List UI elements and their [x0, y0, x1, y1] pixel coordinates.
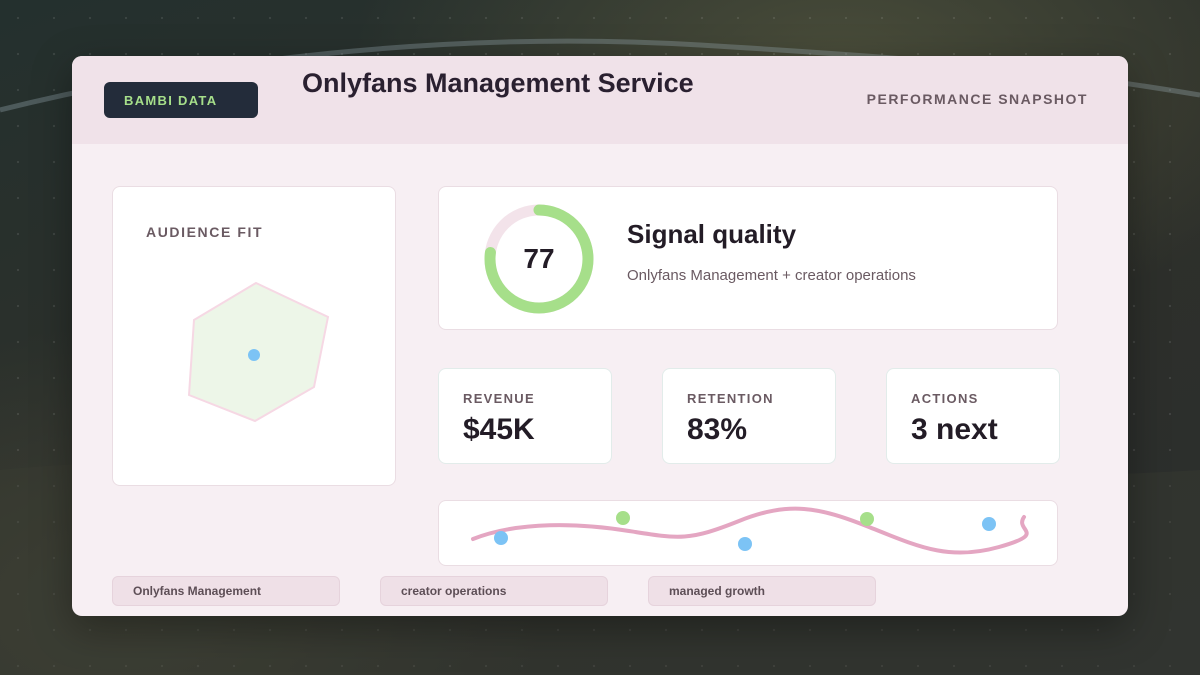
trend-point-green	[616, 511, 630, 525]
signal-subtitle: Onlyfans Management + creator operations	[627, 267, 916, 284]
page-title: Onlyfans Management Service	[302, 68, 694, 98]
stat-label: ACTIONS	[911, 391, 979, 406]
card-header: BAMBI DATA Onlyfans Management Service P…	[72, 56, 1128, 144]
trend-line	[471, 506, 1029, 555]
stat-value: $45K	[463, 413, 535, 446]
audience-fit-label: AUDIENCE FIT	[146, 224, 264, 240]
signal-gauge	[484, 204, 594, 314]
trend-sparkline	[471, 506, 1029, 555]
trend-point-blue	[738, 537, 752, 551]
signal-score: 77	[523, 243, 555, 274]
stat-value: 3 next	[911, 413, 998, 446]
tag-chip[interactable]: creator operations	[380, 576, 608, 606]
trend-point-blue	[982, 517, 996, 531]
stat-value: 83%	[687, 413, 748, 446]
trend-point-blue	[494, 531, 508, 545]
stat-label: REVENUE	[463, 391, 535, 406]
signal-quality-panel: 77 Signal quality Onlyfans Management + …	[438, 186, 1058, 330]
brand-badge: BAMBI DATA	[104, 82, 258, 118]
tag-chip[interactable]: Onlyfans Management	[112, 576, 340, 606]
signal-title: Signal quality	[627, 219, 797, 249]
gauge-arc	[484, 204, 594, 314]
stat-card-actions: ACTIONS 3 next	[886, 368, 1060, 464]
radar-center-point	[248, 349, 260, 361]
header-tag: PERFORMANCE SNAPSHOT	[866, 91, 1088, 107]
stat-card-retention: RETENTION 83%	[662, 368, 836, 464]
audience-radar-chart	[187, 281, 330, 423]
dashboard-card: BAMBI DATA Onlyfans Management Service P…	[72, 56, 1128, 616]
audience-fit-panel: AUDIENCE FIT	[112, 186, 396, 486]
tag-chip[interactable]: managed growth	[648, 576, 876, 606]
stat-label: RETENTION	[687, 391, 774, 406]
brand-name: BAMBI DATA	[124, 92, 218, 108]
trend-panel	[438, 500, 1058, 566]
stat-card-revenue: REVENUE $45K	[438, 368, 612, 464]
trend-point-green	[860, 512, 874, 526]
